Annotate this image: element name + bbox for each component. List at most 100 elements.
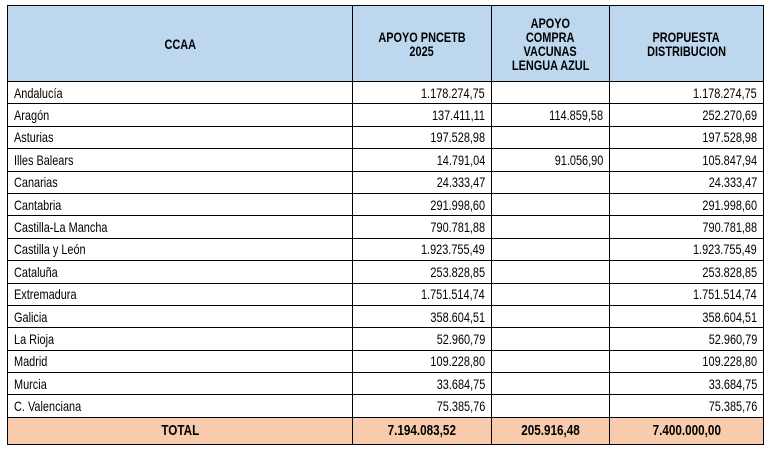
cell-text: 1.751.514,74 bbox=[421, 286, 485, 303]
apoyo-vacunas-cell bbox=[491, 125, 610, 150]
distribution-table: CCAA APOYO PNCETB 2025 APOYO COMPRA VACUNAS LE… bbox=[7, 5, 764, 445]
apoyo-vacunas-cell bbox=[491, 349, 610, 374]
total-apoyo-vacunas-cell: 205.916,48 bbox=[491, 416, 610, 445]
apoyo-vacunas-cell bbox=[491, 282, 610, 306]
table-row: Murcia 33.684,75 33.684,75 bbox=[7, 372, 764, 396]
ccaa-cell: La Rioja bbox=[7, 327, 353, 351]
cell-text: 52.960,79 bbox=[436, 330, 485, 347]
propuesta-cell: 252.270,69 bbox=[609, 103, 764, 127]
table-row: Cantabria 291.998,60 291.998,60 bbox=[7, 192, 764, 217]
cell-text: Castilla-La Mancha bbox=[14, 219, 108, 236]
table-row: La Rioja 52.960,79 52.960,79 bbox=[7, 327, 764, 351]
table-row: Andalucía 1.178.274,75 1.178.274,75 bbox=[7, 80, 764, 105]
total-ccaa-cell: TOTAL bbox=[7, 416, 353, 445]
cell-text: 137.411,11 bbox=[431, 107, 485, 124]
apoyo-vacunas-cell bbox=[491, 372, 610, 396]
cell-text: 33.684,75 bbox=[708, 375, 757, 392]
ccaa-cell: C. Valenciana bbox=[7, 394, 353, 418]
apoyo-vacunas-cell bbox=[491, 237, 610, 262]
cell-text: 33.684,75 bbox=[436, 375, 485, 392]
total-propuesta-cell: 7.400.000,00 bbox=[609, 416, 764, 445]
ccaa-cell: Canarias bbox=[7, 170, 353, 194]
table-row: Galicia 358.604,51 358.604,51 bbox=[7, 304, 764, 329]
apoyo-pncetb-cell: 197.528,98 bbox=[352, 125, 492, 150]
cell-text: Castilla y León bbox=[14, 241, 86, 258]
propuesta-cell: 197.528,98 bbox=[609, 125, 764, 150]
cell-text: Asturias bbox=[14, 129, 54, 146]
apoyo-vacunas-cell: 114.859,58 bbox=[491, 103, 610, 127]
propuesta-cell: 24.333,47 bbox=[609, 170, 764, 194]
header-propuesta: PROPUESTA DISTRIBUCION bbox=[609, 5, 764, 82]
cell-text: 205.916,48 bbox=[521, 421, 580, 439]
cell-text: 790.781,88 bbox=[430, 219, 485, 236]
apoyo-vacunas-cell bbox=[491, 394, 610, 418]
cell-text: 7.194.083,52 bbox=[387, 421, 457, 439]
ccaa-cell: Extremadura bbox=[7, 282, 353, 306]
ccaa-cell: Madrid bbox=[7, 349, 353, 374]
apoyo-vacunas-cell bbox=[491, 170, 610, 194]
cell-text: 14.791,04 bbox=[436, 151, 485, 168]
header-apoyo-vacunas: APOYO COMPRA VACUNAS LENGUA AZUL bbox=[491, 5, 610, 82]
header-row: CCAA APOYO PNCETB 2025 APOYO COMPRA VACUNAS LE… bbox=[7, 5, 764, 82]
table-row: Castilla-La Mancha 790.781,88 790.781,88 bbox=[7, 215, 764, 239]
cell-text: Cataluña bbox=[14, 263, 58, 280]
apoyo-pncetb-cell: 358.604,51 bbox=[352, 304, 492, 329]
cell-text: TOTAL bbox=[161, 421, 199, 439]
cell-text: 358.604,51 bbox=[702, 308, 757, 325]
cell-text: 358.604,51 bbox=[430, 308, 485, 325]
apoyo-vacunas-cell bbox=[491, 215, 610, 239]
cell-text: Aragón bbox=[14, 107, 50, 124]
propuesta-cell: 1.751.514,74 bbox=[609, 282, 764, 306]
cell-text: Madrid bbox=[14, 353, 48, 370]
propuesta-cell: 109.228,80 bbox=[609, 349, 764, 374]
cell-text: 291.998,60 bbox=[702, 196, 757, 213]
apoyo-vacunas-cell: 91.056,90 bbox=[491, 148, 610, 172]
total-row: TOTAL 7.194.083,52 205.916,48 7.400.000,00 bbox=[7, 416, 764, 445]
table-row: Madrid 109.228,80 109.228,80 bbox=[7, 349, 764, 374]
cell-text: 109.228,80 bbox=[702, 353, 757, 370]
cell-text: 1.923.755,49 bbox=[421, 241, 485, 258]
cell-text: Illes Balears bbox=[14, 151, 74, 168]
cell-text: 24.333,47 bbox=[708, 174, 757, 191]
header-line: LENGUA AZUL bbox=[511, 56, 590, 73]
ccaa-cell: Murcia bbox=[7, 372, 353, 396]
ccaa-cell: Illes Balears bbox=[7, 148, 353, 172]
apoyo-pncetb-cell: 109.228,80 bbox=[352, 349, 492, 374]
table-row: Illes Balears 14.791,04 91.056,90 105.847,9… bbox=[7, 148, 764, 172]
header-line: VACUNAS bbox=[523, 42, 578, 59]
apoyo-pncetb-cell: 33.684,75 bbox=[352, 372, 492, 396]
total-apoyo-pncetb-cell: 7.194.083,52 bbox=[352, 416, 492, 445]
apoyo-pncetb-cell: 24.333,47 bbox=[352, 170, 492, 194]
header-line: APOYO bbox=[530, 14, 571, 31]
apoyo-vacunas-cell bbox=[491, 260, 610, 284]
cell-text: 52.960,79 bbox=[708, 330, 757, 347]
apoyo-pncetb-cell: 14.791,04 bbox=[352, 148, 492, 172]
apoyo-pncetb-cell: 1.751.514,74 bbox=[352, 282, 492, 306]
apoyo-pncetb-cell: 1.178.274,75 bbox=[352, 80, 492, 105]
cell-text: 1.923.755,49 bbox=[693, 241, 757, 258]
cell-text: 75.385,76 bbox=[708, 398, 757, 415]
header-line: PROPUESTA bbox=[652, 28, 721, 45]
cell-text: 1.178.274,75 bbox=[693, 84, 757, 101]
cell-text: Cantabria bbox=[14, 196, 62, 213]
cell-text: 252.270,69 bbox=[702, 107, 757, 124]
apoyo-vacunas-cell bbox=[491, 192, 610, 217]
ccaa-cell: Castilla-La Mancha bbox=[7, 215, 353, 239]
ccaa-cell: Galicia bbox=[7, 304, 353, 329]
apoyo-pncetb-cell: 291.998,60 bbox=[352, 192, 492, 217]
table-row: Extremadura 1.751.514,74 1.751.514,74 bbox=[7, 282, 764, 306]
ccaa-cell: Asturias bbox=[7, 125, 353, 150]
table-row: C. Valenciana 75.385,76 75.385,76 bbox=[7, 394, 764, 418]
table-row: Asturias 197.528,98 197.528,98 bbox=[7, 125, 764, 150]
cell-text: Canarias bbox=[14, 174, 58, 191]
propuesta-cell: 1.178.274,75 bbox=[609, 80, 764, 105]
ccaa-cell: Cataluña bbox=[7, 260, 353, 284]
propuesta-cell: 790.781,88 bbox=[609, 215, 764, 239]
apoyo-vacunas-cell bbox=[491, 327, 610, 351]
cell-text: 105.847,94 bbox=[702, 151, 757, 168]
apoyo-pncetb-cell: 790.781,88 bbox=[352, 215, 492, 239]
cell-text: 197.528,98 bbox=[430, 129, 485, 146]
apoyo-pncetb-cell: 253.828,85 bbox=[352, 260, 492, 284]
cell-text: C. Valenciana bbox=[14, 398, 82, 415]
apoyo-pncetb-cell: 75.385,76 bbox=[352, 394, 492, 418]
